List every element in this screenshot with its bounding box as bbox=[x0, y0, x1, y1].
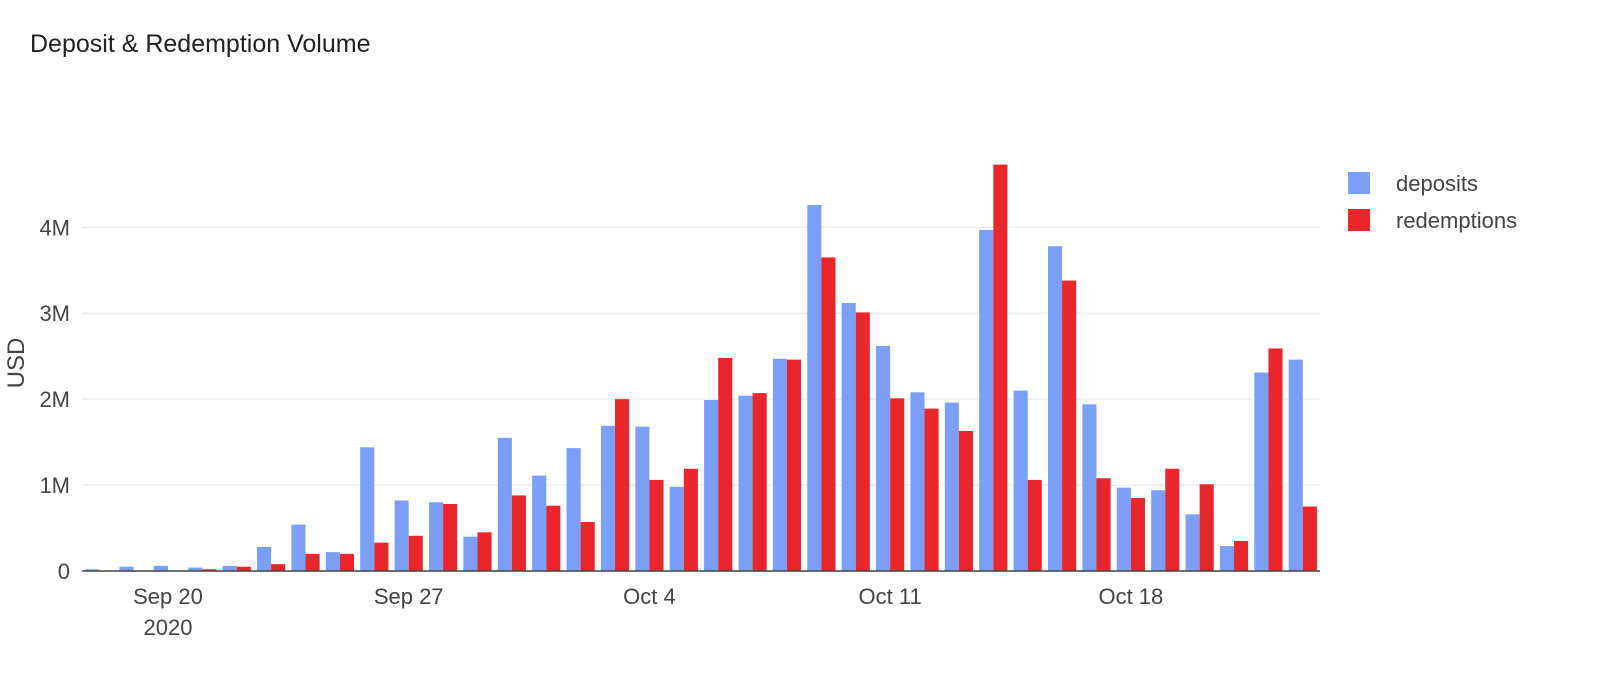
redemptions-bar bbox=[511, 495, 526, 571]
legend-label-redemptions: redemptions bbox=[1396, 208, 1517, 233]
y-tick-label: 1M bbox=[39, 473, 70, 498]
deposits-bar bbox=[153, 565, 168, 571]
y-axis-title: USD bbox=[3, 338, 30, 389]
x-tick-sublabel: 2020 bbox=[143, 615, 192, 640]
deposits-bar bbox=[600, 425, 616, 571]
deposits-bar bbox=[532, 475, 547, 571]
deposits-bar bbox=[463, 536, 478, 571]
deposits-bar bbox=[1185, 514, 1200, 571]
redemptions-bar bbox=[271, 564, 286, 571]
deposits-bar bbox=[1047, 246, 1063, 571]
deposits-bar bbox=[222, 565, 237, 571]
legend-swatch-redemptions bbox=[1348, 209, 1370, 231]
chart-title: Deposit & Redemption Volume bbox=[30, 30, 371, 58]
redemptions-bar bbox=[993, 164, 1008, 571]
deposits-bar bbox=[910, 392, 925, 571]
deposits-bar bbox=[1082, 404, 1097, 571]
redemptions-bar bbox=[649, 479, 664, 571]
deposits-bar bbox=[1151, 490, 1166, 571]
deposits-bar bbox=[807, 204, 822, 571]
deposits-bar bbox=[497, 437, 512, 571]
deposits-bar bbox=[1013, 390, 1028, 571]
redemptions-bar bbox=[1062, 280, 1077, 571]
deposits-bar bbox=[738, 395, 753, 571]
y-tick-label: 2M bbox=[39, 387, 70, 412]
y-tick-label: 3M bbox=[39, 301, 70, 326]
redemptions-bar bbox=[821, 257, 836, 571]
deposits-bar bbox=[669, 486, 684, 571]
redemptions-bar bbox=[477, 532, 492, 571]
deposits-bar bbox=[188, 567, 203, 571]
redemptions-bar bbox=[890, 398, 905, 571]
deposits-bar bbox=[394, 500, 409, 571]
y-tick-label: 4M bbox=[39, 215, 70, 240]
legend: deposits redemptions bbox=[1348, 171, 1517, 233]
deposits-bar bbox=[119, 566, 134, 571]
redemptions-bar bbox=[615, 399, 630, 571]
deposits-bar bbox=[428, 502, 444, 571]
redemptions-bar bbox=[305, 553, 320, 571]
deposits-bar bbox=[566, 448, 581, 571]
redemptions-bar bbox=[958, 430, 974, 571]
x-tick-label: Oct 11 bbox=[859, 584, 922, 609]
axes: 0 1M 2M 3M 4M Sep 20 2020 Sep 27 Oct 4 Oct 11 Oct … bbox=[39, 215, 1320, 640]
deposits-bar bbox=[841, 302, 856, 571]
grid-lines bbox=[82, 226, 1320, 486]
redemptions-bar bbox=[855, 312, 870, 571]
deposits-bar bbox=[979, 229, 994, 571]
deposits-bar bbox=[1116, 487, 1131, 571]
deposits-bar bbox=[360, 447, 375, 571]
x-tick-label: Oct 18 bbox=[1098, 584, 1163, 609]
deposits-bar bbox=[635, 426, 650, 571]
redemptions-bar bbox=[408, 535, 423, 571]
legend-swatch-deposits bbox=[1348, 172, 1370, 194]
redemptions-bar bbox=[1096, 478, 1111, 571]
redemptions-bar bbox=[1199, 484, 1214, 571]
x-tick-label: Sep 20 bbox=[133, 584, 203, 609]
redemptions-bar bbox=[718, 357, 733, 571]
redemptions-bar bbox=[443, 503, 458, 571]
deposits-bar bbox=[1288, 359, 1303, 571]
deposits-bar bbox=[772, 358, 787, 571]
x-tick-label: Oct 4 bbox=[623, 584, 676, 609]
deposits-bar bbox=[1254, 372, 1269, 571]
redemptions-bar bbox=[202, 569, 217, 571]
redemptions-bar bbox=[580, 522, 595, 571]
redemptions-bar bbox=[924, 408, 939, 571]
deposits-bar bbox=[944, 402, 959, 571]
bars-layer bbox=[85, 164, 1317, 571]
redemptions-bar bbox=[1165, 468, 1180, 571]
legend-label-deposits: deposits bbox=[1396, 171, 1478, 196]
redemptions-bar bbox=[374, 542, 389, 571]
y-tick-label: 0 bbox=[58, 559, 70, 584]
deposits-bar bbox=[85, 569, 100, 571]
x-tick-label: Sep 27 bbox=[374, 584, 444, 609]
deposits-bar bbox=[704, 400, 719, 571]
deposits-bar bbox=[1219, 546, 1235, 571]
deposits-bar bbox=[257, 546, 272, 571]
deposits-bar bbox=[325, 552, 340, 571]
redemptions-bar bbox=[752, 393, 767, 571]
deposits-bar bbox=[291, 524, 306, 571]
redemptions-bar bbox=[1027, 479, 1042, 571]
redemptions-bar bbox=[1302, 506, 1317, 571]
redemptions-bar bbox=[339, 553, 355, 571]
redemptions-bar bbox=[1130, 497, 1145, 571]
redemptions-bar bbox=[683, 468, 698, 571]
redemptions-bar bbox=[546, 505, 561, 571]
redemptions-bar bbox=[1268, 348, 1283, 571]
redemptions-bar bbox=[786, 359, 802, 571]
deposits-bar bbox=[876, 345, 891, 571]
redemptions-bar bbox=[236, 566, 251, 571]
redemptions-bar bbox=[1234, 540, 1249, 571]
